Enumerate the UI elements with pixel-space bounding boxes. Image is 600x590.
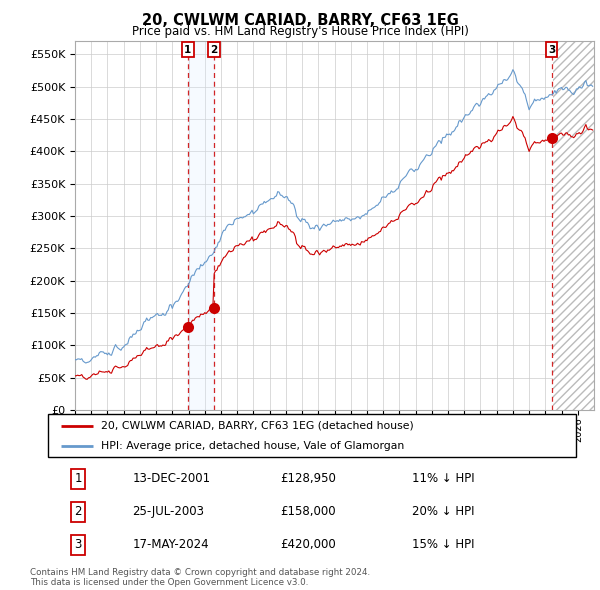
Text: 20, CWLWM CARIAD, BARRY, CF63 1EG: 20, CWLWM CARIAD, BARRY, CF63 1EG <box>142 13 458 28</box>
Text: Contains HM Land Registry data © Crown copyright and database right 2024.
This d: Contains HM Land Registry data © Crown c… <box>30 568 370 587</box>
FancyBboxPatch shape <box>48 414 576 457</box>
Text: £420,000: £420,000 <box>280 538 336 552</box>
Text: 2: 2 <box>74 505 82 519</box>
Text: 2: 2 <box>210 45 217 55</box>
Text: 1: 1 <box>74 472 82 486</box>
Text: 3: 3 <box>74 538 82 552</box>
Text: £158,000: £158,000 <box>280 505 336 519</box>
Bar <box>188 41 214 410</box>
Text: 15% ↓ HPI: 15% ↓ HPI <box>412 538 475 552</box>
Text: 17-MAY-2024: 17-MAY-2024 <box>133 538 209 552</box>
Text: 13-DEC-2001: 13-DEC-2001 <box>133 472 211 486</box>
Text: 3: 3 <box>548 45 555 55</box>
Bar <box>553 41 594 410</box>
Text: HPI: Average price, detached house, Vale of Glamorgan: HPI: Average price, detached house, Vale… <box>101 441 404 451</box>
Text: 11% ↓ HPI: 11% ↓ HPI <box>412 472 475 486</box>
Text: £128,950: £128,950 <box>280 472 336 486</box>
Text: 20, CWLWM CARIAD, BARRY, CF63 1EG (detached house): 20, CWLWM CARIAD, BARRY, CF63 1EG (detac… <box>101 421 413 431</box>
Text: 20% ↓ HPI: 20% ↓ HPI <box>412 505 475 519</box>
Text: 25-JUL-2003: 25-JUL-2003 <box>133 505 205 519</box>
Text: 1: 1 <box>184 45 191 55</box>
Text: Price paid vs. HM Land Registry's House Price Index (HPI): Price paid vs. HM Land Registry's House … <box>131 25 469 38</box>
